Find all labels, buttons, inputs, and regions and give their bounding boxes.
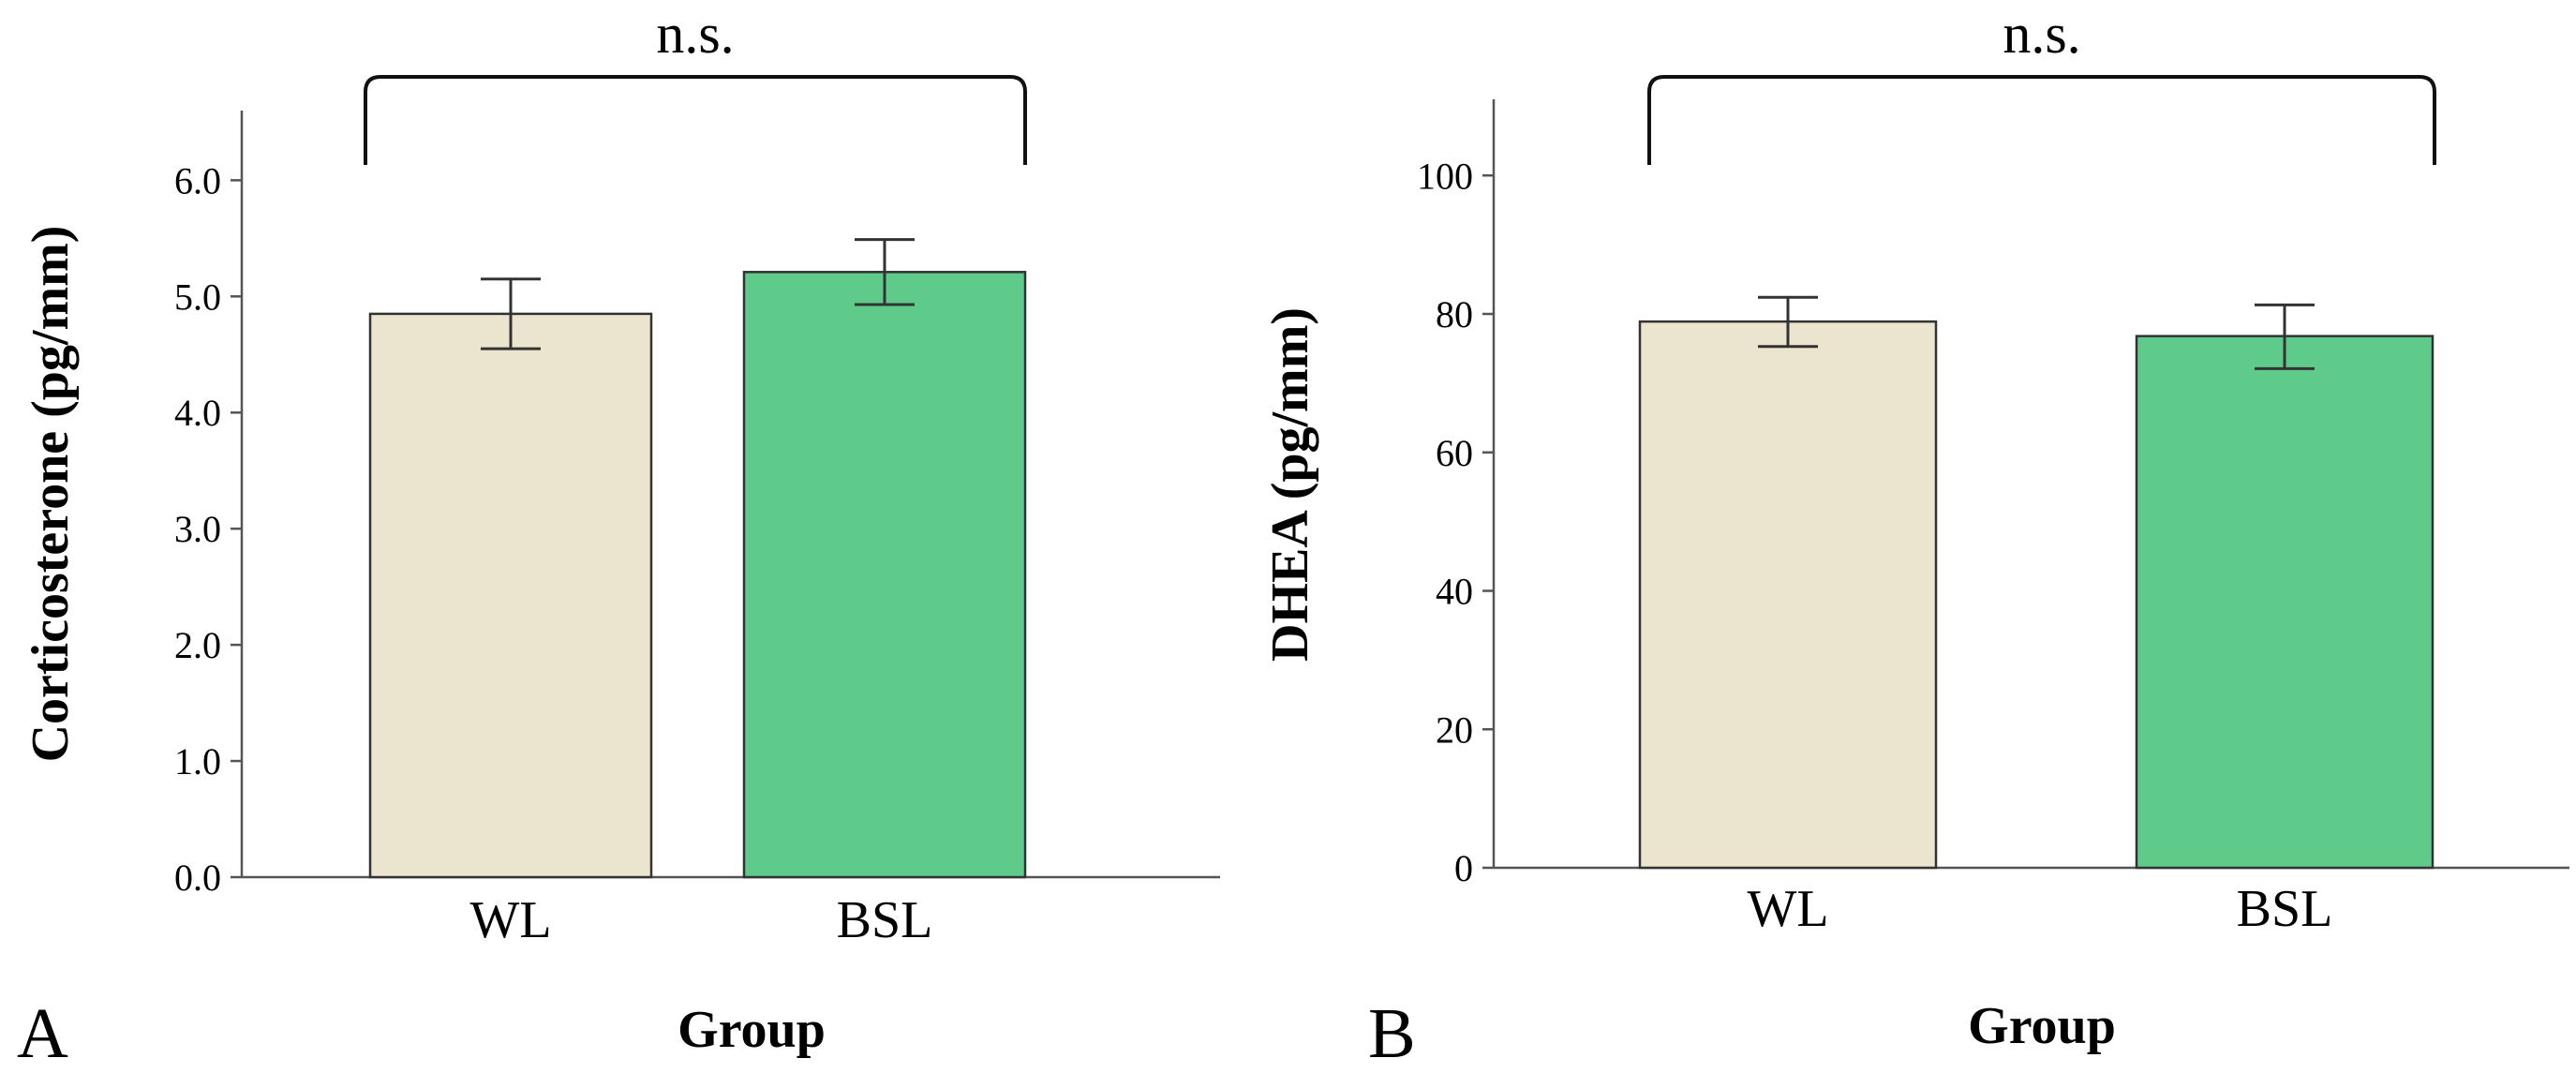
panel-a-bars: WL BSL [368,238,1027,949]
panel-a-error-bar-bsl [855,238,915,306]
panel-b-y-ticks: 0 20 40 60 80 100 [1417,155,1494,889]
panel-b-y-tick-label: 80 [1436,293,1473,335]
panel-b: 0 20 40 60 80 100 WL BSL n.s. DHEA (pg/mm) Gro… [1261,3,2569,1073]
panel-b-bar-wl [1638,320,1938,870]
panel-a-y-tick-label: 1.0 [174,740,221,782]
panel-b-y-tick-label: 0 [1454,847,1473,889]
panel-b-category-label-bsl: BSL [2237,880,2333,938]
panel-b-letter: B [1368,994,1416,1073]
panel-b-y-tick-label: 40 [1436,571,1473,613]
panel-b-significance-bracket [1647,75,2436,165]
panel-a-category-label-bsl: BSL [837,891,933,949]
panel-a-x-axis-title: Group [678,1001,826,1059]
panel-a-significance-bracket [364,75,1027,165]
panel-a-significance-label: n.s. [656,3,734,65]
panel-a-y-ticks: 0.0 1.0 2.0 3.0 4.0 5.0 6.0 [174,159,242,899]
panel-a-y-tick-label: 4.0 [174,392,221,434]
panel-b-y-tick-label: 20 [1436,708,1473,751]
panel-a-letter: A [17,994,68,1073]
panel-a-bar-bsl [742,271,1027,879]
panel-b-y-tick-label: 60 [1436,432,1473,474]
panel-b-y-axis-title: DHEA (pg/mm) [1261,307,1319,662]
panel-b-error-bar-wl [1758,295,1818,349]
panel-b-category-label-wl: WL [1747,880,1828,938]
panel-b-y-tick-label: 100 [1417,155,1473,197]
panel-a-category-label-wl: WL [469,891,551,949]
panel-a-y-tick-label: 5.0 [174,276,221,318]
panel-b-bar-bsl [2135,335,2435,870]
panel-b-bars: WL BSL [1638,295,2435,938]
panel-a-y-tick-label: 6.0 [174,159,221,201]
panel-a: 0.0 1.0 2.0 3.0 4.0 5.0 6.0 WL BSL n.s. Cortico… [17,3,1220,1073]
panel-a-y-tick-label: 2.0 [174,624,221,666]
panel-b-x-axis-title: Group [1968,997,2116,1055]
panel-a-error-bar-wl [481,277,541,350]
panel-b-significance-label: n.s. [2003,3,2080,65]
panel-b-error-bar-bsl [2255,303,2315,370]
panel-a-y-tick-label: 0.0 [174,857,221,899]
panel-a-y-axis-title: Corticosterone (pg/mm) [22,226,80,763]
panel-a-bar-wl [368,312,653,879]
panel-a-y-tick-label: 3.0 [174,508,221,550]
